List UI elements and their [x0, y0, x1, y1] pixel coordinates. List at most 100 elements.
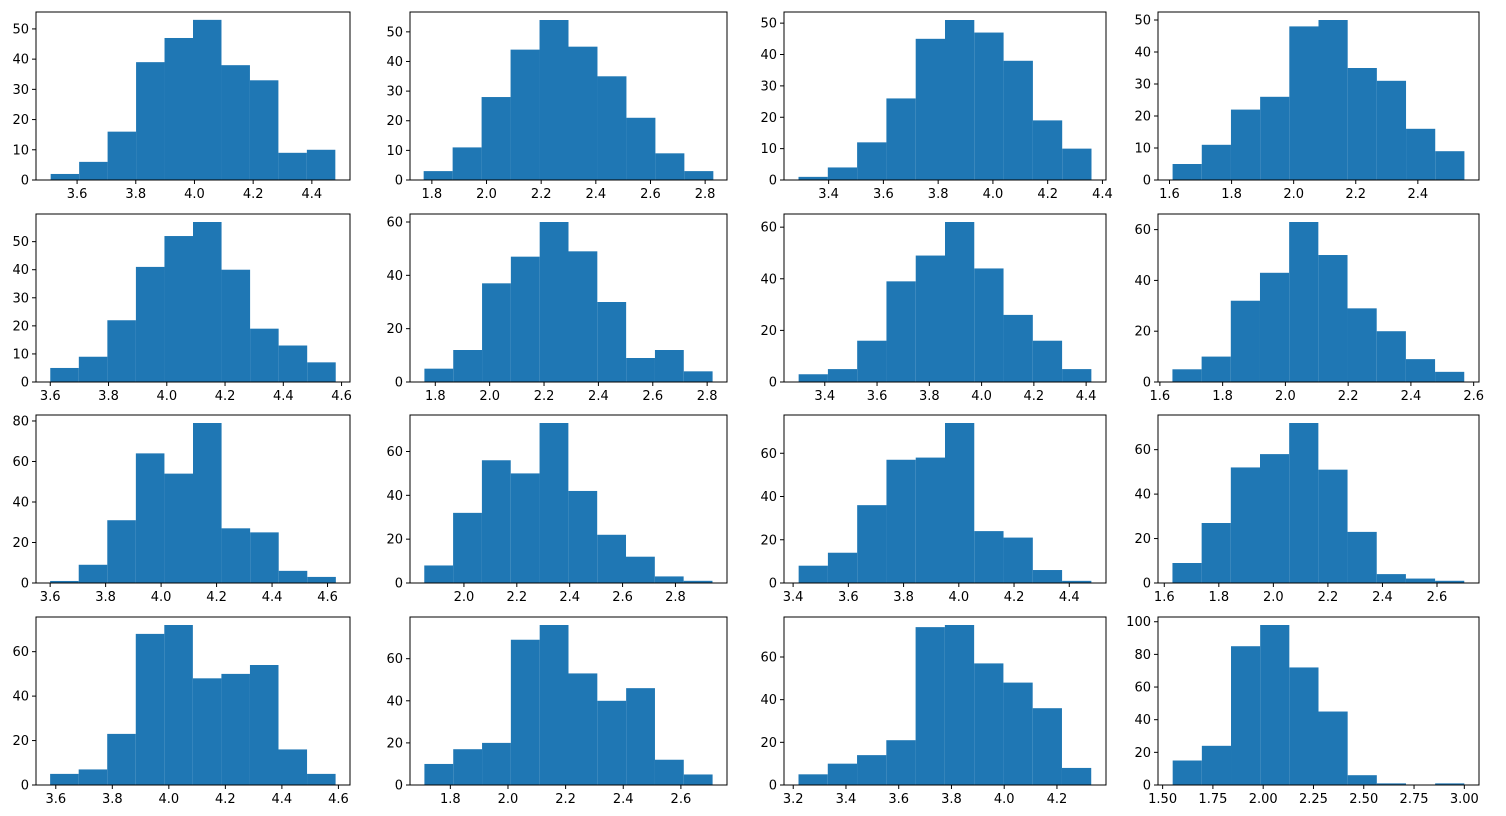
y-tick-label: 0 — [1143, 779, 1151, 794]
histogram-bar — [1347, 775, 1377, 785]
histogram-bar — [50, 367, 79, 382]
histogram-bar — [510, 473, 540, 583]
histogram-bar — [1318, 20, 1348, 180]
y-tick-label: 40 — [760, 693, 777, 708]
x-tick-label: 4.2 — [215, 389, 236, 404]
x-tick-label: 4.2 — [206, 590, 227, 605]
histogram-bar — [453, 350, 483, 382]
histogram-bar — [1406, 128, 1436, 180]
x-tick-label: 4.2 — [1037, 187, 1058, 202]
histogram-panel-4-3: 3.2 3.4 3.6 3.8 4.0 4.2 0 20 40 60 — [760, 616, 1107, 807]
histogram-bar — [164, 473, 193, 583]
x-tick-label: 4.0 — [983, 187, 1004, 202]
histogram-bar — [221, 528, 251, 583]
x-tick-label: 1.8 — [440, 792, 461, 807]
histogram-bar — [107, 520, 136, 583]
histogram-bar — [1003, 682, 1033, 785]
histogram-bar — [1231, 646, 1261, 785]
x-tick-label: 4.4 — [1059, 590, 1080, 605]
histogram-bar — [857, 142, 887, 180]
histogram-bar — [1062, 580, 1092, 583]
x-tick-label: 2.4 — [588, 389, 609, 404]
x-tick-label: 3.6 — [45, 792, 66, 807]
y-tick-label: 40 — [12, 690, 29, 705]
histogram-bar — [1061, 767, 1092, 785]
histogram-bar — [857, 340, 887, 382]
x-tick-label: 3.2 — [783, 792, 804, 807]
x-tick-label: 1.6 — [1150, 389, 1171, 404]
histogram-bar — [886, 459, 916, 583]
histogram-bar — [1289, 26, 1319, 181]
x-tick-label: 4.0 — [156, 389, 177, 404]
x-tick-label: 4.0 — [184, 187, 205, 202]
x-tick-label: 2.2 — [1318, 590, 1339, 605]
y-tick-label: 20 — [386, 736, 403, 751]
x-tick-label: 4.6 — [328, 792, 349, 807]
histogram-bar — [452, 147, 482, 180]
histogram-panel-2-1: 3.6 3.8 4.0 4.2 4.4 4.6 0 10 20 30 40 50 — [12, 213, 352, 404]
x-tick-label: 2.6 — [640, 187, 661, 202]
histogram-bar — [307, 773, 336, 785]
x-tick-label: 2.2 — [555, 792, 576, 807]
x-tick-label: 3.8 — [928, 187, 949, 202]
histogram-bar — [78, 769, 108, 785]
axes-frame — [1157, 616, 1480, 786]
histogram-bar — [857, 755, 887, 785]
y-tick-label: 40 — [386, 694, 403, 709]
y-tick-label: 20 — [760, 533, 777, 548]
histogram-bar — [78, 564, 108, 583]
y-tick-label: 20 — [386, 114, 403, 129]
y-tick-label: 30 — [760, 79, 777, 94]
y-tick-label: 0 — [395, 779, 403, 794]
histogram-bar — [453, 512, 482, 583]
x-tick-label: 3.4 — [814, 389, 835, 404]
histogram-bar — [1230, 109, 1261, 180]
y-tick-label: 20 — [760, 736, 777, 751]
x-tick-label: 1.8 — [1221, 187, 1242, 202]
y-tick-label: 0 — [769, 174, 777, 189]
histogram-bar — [597, 534, 627, 583]
x-tick-label: 3.8 — [98, 389, 119, 404]
y-tick-label: 10 — [12, 347, 29, 362]
histogram-bar — [1318, 255, 1348, 382]
x-tick-label: 4.0 — [151, 590, 172, 605]
x-tick-label: 2.6 — [642, 389, 663, 404]
y-tick-label: 40 — [12, 495, 29, 510]
histogram-bar — [915, 627, 945, 785]
histogram-bar — [1172, 164, 1202, 180]
histogram-panel-4-4: 1.50 1.75 2.00 2.25 2.50 2.75 3.00 0 20 40 60 80 100 — [1126, 615, 1480, 807]
histogram-bar — [568, 251, 598, 382]
histogram-bar — [1032, 340, 1063, 382]
x-tick-label: 2.8 — [697, 389, 718, 404]
y-tick-label: 20 — [1134, 746, 1151, 761]
histogram-bar — [654, 350, 684, 382]
histogram-bar — [307, 576, 336, 583]
histogram-panel-4-2: 1.8 2.0 2.2 2.4 2.6 0 20 40 60 — [386, 616, 728, 807]
histogram-bar — [1003, 314, 1033, 382]
histogram-bar — [1201, 745, 1232, 785]
axes-frame — [783, 213, 1107, 383]
histogram-bar — [1318, 711, 1348, 785]
histogram-bar — [136, 62, 165, 180]
histogram-bar — [1376, 783, 1406, 785]
x-tick-label: 4.2 — [1024, 389, 1045, 404]
x-tick-label: 2.4 — [585, 187, 606, 202]
x-tick-label: 2.2 — [534, 389, 555, 404]
histogram-bar — [481, 460, 511, 583]
histogram-bar — [626, 688, 655, 785]
x-tick-label: 1.8 — [422, 187, 443, 202]
axes-frame — [783, 11, 1107, 181]
y-tick-label: 40 — [12, 53, 29, 68]
histogram-bar — [798, 774, 828, 785]
y-tick-label: 0 — [1143, 577, 1151, 592]
x-tick-label: 2.4 — [1407, 187, 1428, 202]
x-tick-label: 1.8 — [1208, 590, 1229, 605]
histogram-bar — [626, 556, 655, 583]
y-tick-label: 0 — [21, 376, 29, 391]
x-tick-label: 2.0 — [498, 792, 519, 807]
histogram-bar — [250, 532, 279, 583]
axes-frame — [1157, 11, 1480, 181]
histogram-bar — [307, 362, 336, 382]
histogram-panel-1-1: 3.6 3.8 4.0 4.2 4.4 0 10 20 30 40 50 — [12, 11, 351, 202]
y-tick-label: 20 — [1134, 325, 1151, 340]
